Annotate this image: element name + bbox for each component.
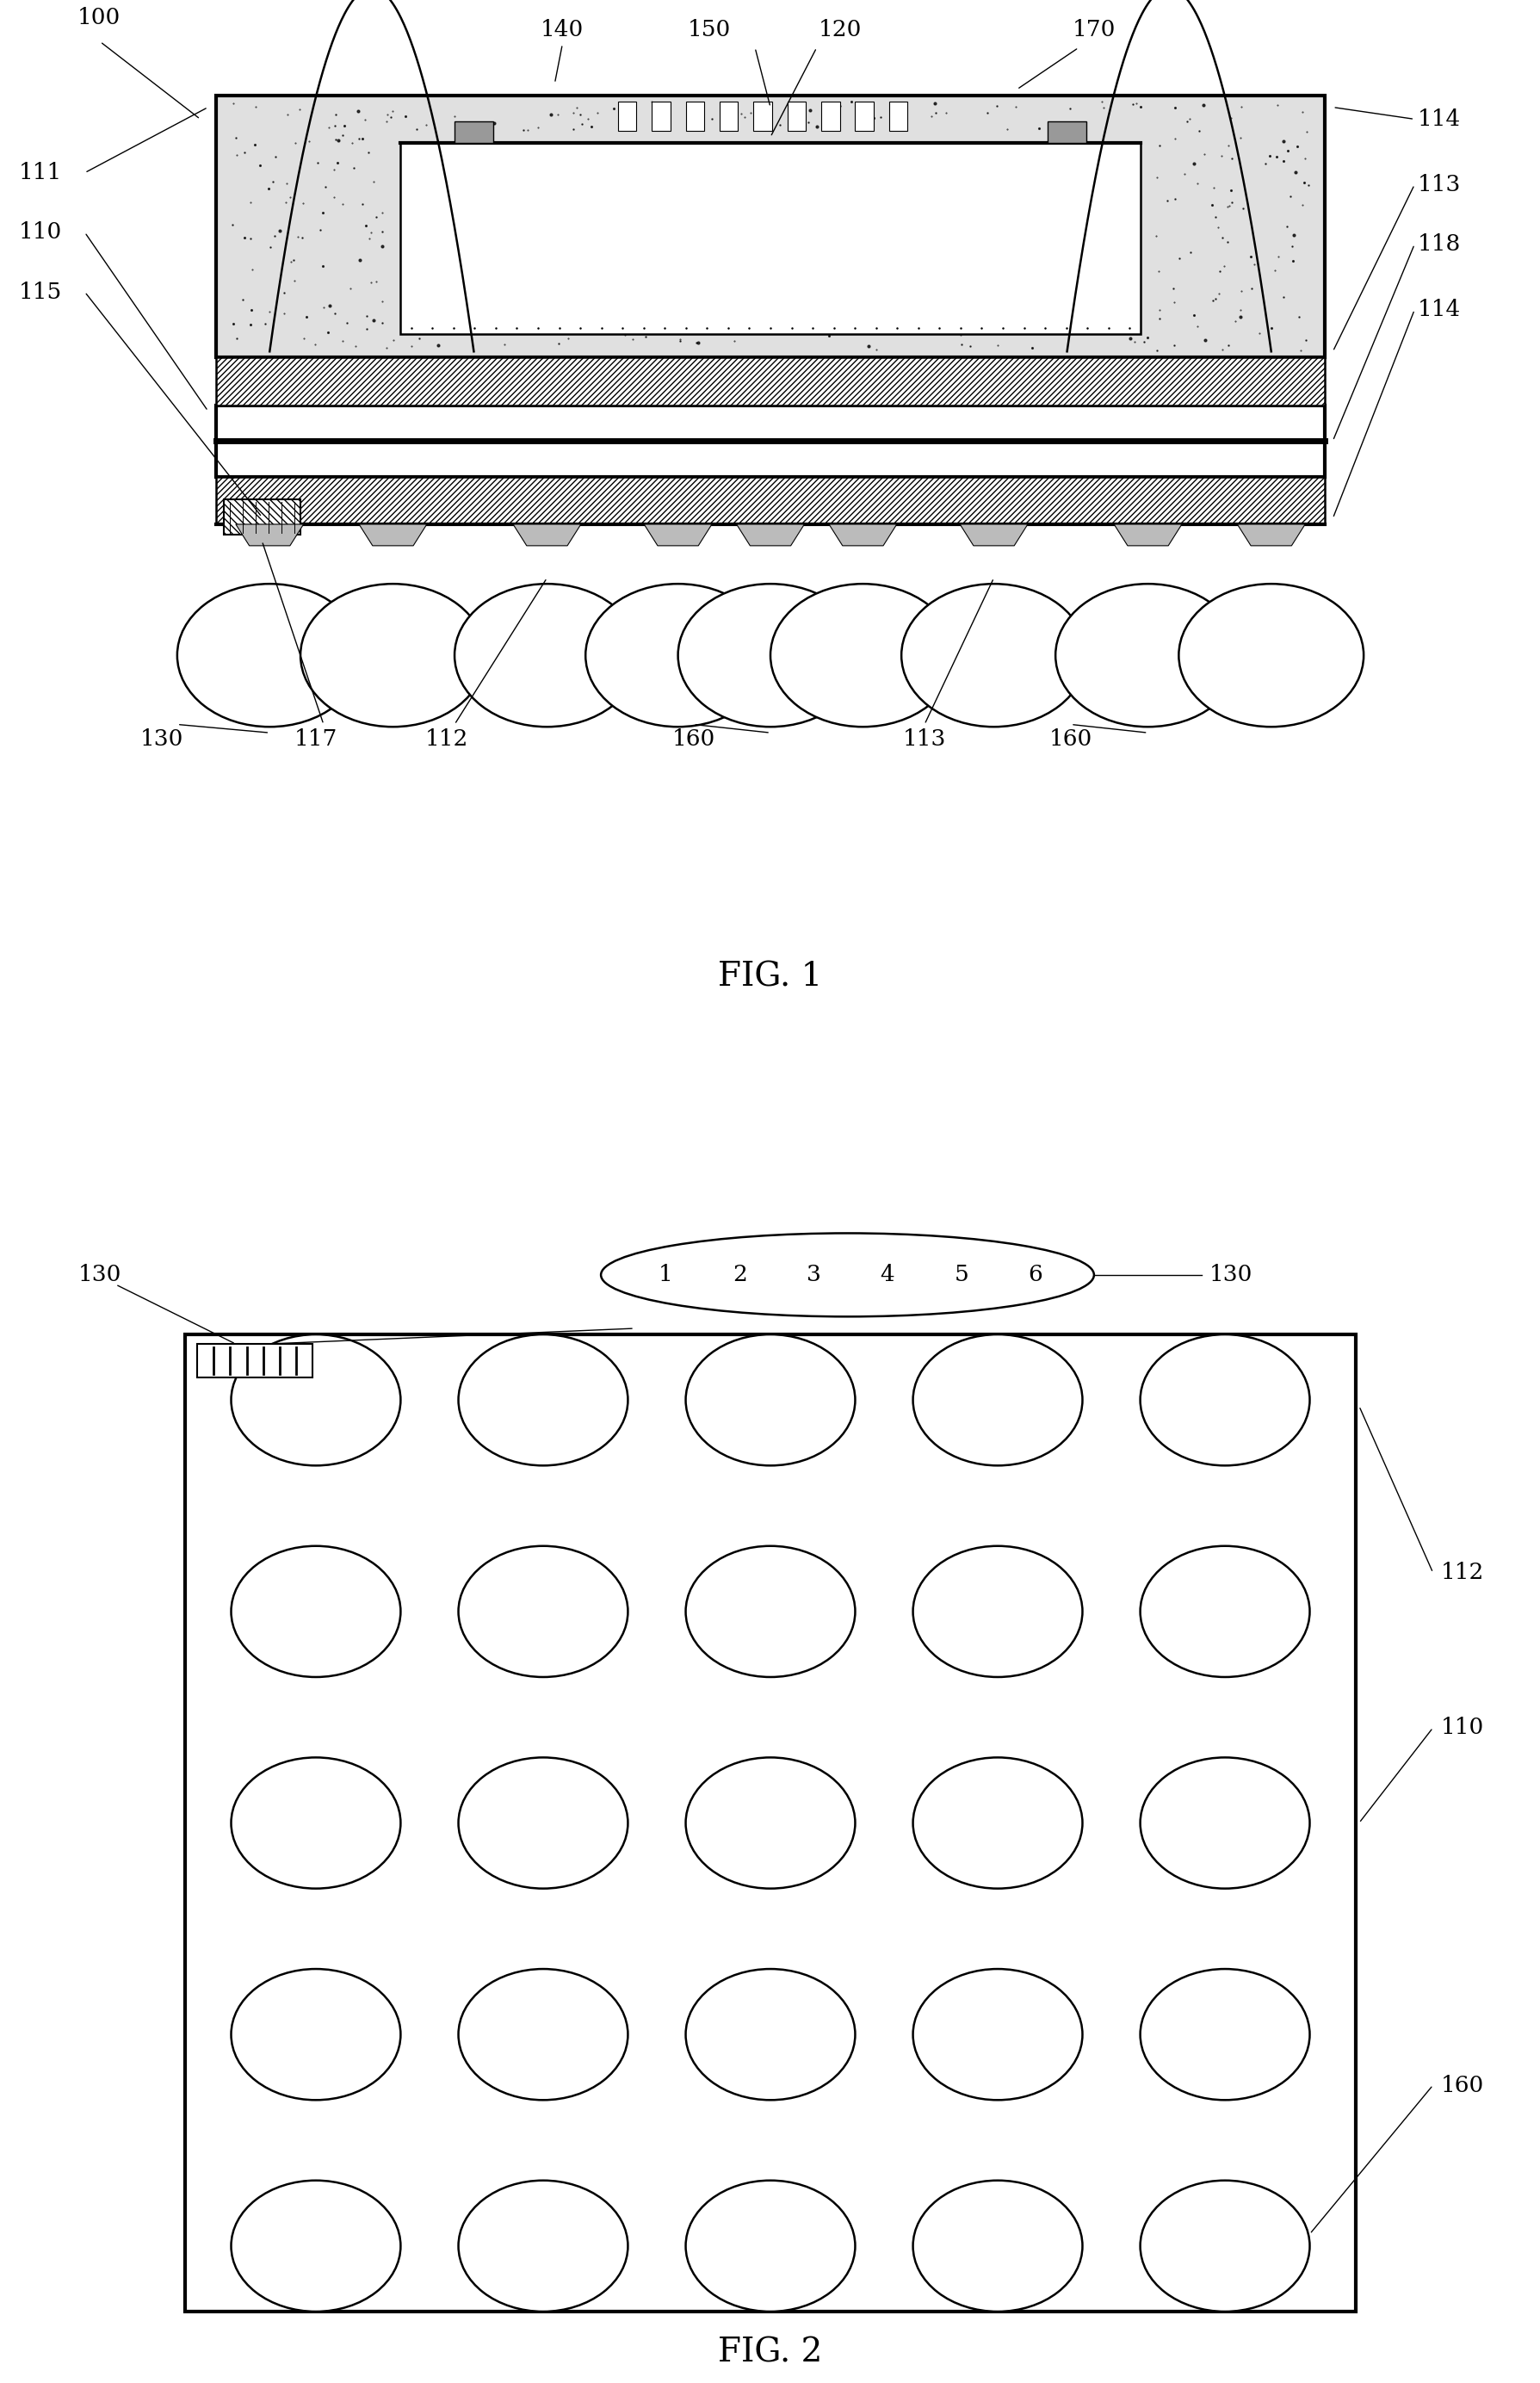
Bar xyxy=(787,100,805,131)
Circle shape xyxy=(1140,1968,1309,2099)
Text: 4: 4 xyxy=(879,1263,895,1287)
Polygon shape xyxy=(829,524,896,546)
Bar xyxy=(719,100,738,131)
Text: 110: 110 xyxy=(1440,1716,1483,1740)
Circle shape xyxy=(1140,1334,1309,1466)
Bar xyxy=(223,500,300,536)
Bar xyxy=(889,100,907,131)
Text: 112: 112 xyxy=(425,727,468,751)
Circle shape xyxy=(231,2180,400,2312)
Text: 140: 140 xyxy=(541,19,584,41)
Text: 111: 111 xyxy=(18,162,62,183)
Bar xyxy=(216,477,1324,524)
Circle shape xyxy=(1055,584,1240,727)
Bar xyxy=(185,1334,1355,2312)
Text: 160: 160 xyxy=(1049,727,1092,751)
Circle shape xyxy=(300,584,485,727)
Text: 2: 2 xyxy=(732,1263,747,1287)
Circle shape xyxy=(912,2180,1081,2312)
Circle shape xyxy=(585,584,770,727)
Circle shape xyxy=(912,1759,1081,1887)
Bar xyxy=(651,100,670,131)
Circle shape xyxy=(770,584,955,727)
Text: 3: 3 xyxy=(805,1263,821,1287)
Circle shape xyxy=(678,584,862,727)
Bar xyxy=(618,100,636,131)
Text: 1: 1 xyxy=(658,1263,673,1287)
Circle shape xyxy=(177,584,362,727)
Text: 114: 114 xyxy=(1417,298,1460,322)
Text: 100: 100 xyxy=(77,7,120,29)
Text: 170: 170 xyxy=(1072,19,1115,41)
Polygon shape xyxy=(1237,524,1304,546)
Text: 160: 160 xyxy=(1440,2073,1483,2097)
Polygon shape xyxy=(359,524,427,546)
Bar xyxy=(216,357,1324,405)
Circle shape xyxy=(454,584,639,727)
Circle shape xyxy=(685,1759,855,1887)
Text: FIG. 1: FIG. 1 xyxy=(718,960,822,994)
Circle shape xyxy=(912,1968,1081,2099)
Text: FIG. 2: FIG. 2 xyxy=(718,2338,822,2369)
Bar xyxy=(753,100,772,131)
Circle shape xyxy=(685,1334,855,1466)
Circle shape xyxy=(1178,584,1363,727)
Text: 130: 130 xyxy=(1209,1263,1252,1287)
Circle shape xyxy=(459,1547,628,1678)
Circle shape xyxy=(459,1334,628,1466)
Text: 150: 150 xyxy=(687,19,730,41)
Circle shape xyxy=(912,1547,1081,1678)
Polygon shape xyxy=(736,524,804,546)
Circle shape xyxy=(231,1334,400,1466)
Polygon shape xyxy=(513,524,581,546)
Circle shape xyxy=(1140,1759,1309,1887)
Bar xyxy=(400,143,1140,334)
Bar xyxy=(216,405,1324,477)
Text: 110: 110 xyxy=(18,222,62,243)
Bar xyxy=(821,100,839,131)
Polygon shape xyxy=(644,524,711,546)
Circle shape xyxy=(231,1968,400,2099)
Circle shape xyxy=(685,1547,855,1678)
Bar xyxy=(855,100,873,131)
Text: 115: 115 xyxy=(18,281,62,303)
Bar xyxy=(216,95,1324,357)
Ellipse shape xyxy=(601,1234,1093,1315)
Bar xyxy=(197,1344,313,1377)
Text: 130: 130 xyxy=(140,727,183,751)
Circle shape xyxy=(685,1968,855,2099)
Circle shape xyxy=(912,1334,1081,1466)
Circle shape xyxy=(459,1968,628,2099)
Text: 160: 160 xyxy=(671,727,715,751)
Bar xyxy=(1047,122,1086,143)
Polygon shape xyxy=(959,524,1027,546)
Text: 118: 118 xyxy=(1417,234,1460,255)
Circle shape xyxy=(231,1759,400,1887)
Circle shape xyxy=(1140,2180,1309,2312)
Text: 113: 113 xyxy=(902,727,946,751)
Bar xyxy=(685,100,704,131)
Circle shape xyxy=(1140,1547,1309,1678)
Text: 120: 120 xyxy=(818,19,861,41)
Circle shape xyxy=(459,2180,628,2312)
Text: 6: 6 xyxy=(1027,1263,1043,1287)
Text: 112: 112 xyxy=(1440,1561,1483,1585)
Polygon shape xyxy=(236,524,303,546)
Bar xyxy=(454,122,493,143)
Text: 117: 117 xyxy=(294,727,337,751)
Text: 5: 5 xyxy=(953,1263,969,1287)
Text: 113: 113 xyxy=(1417,174,1460,195)
Polygon shape xyxy=(1113,524,1181,546)
Text: 114: 114 xyxy=(1417,107,1460,131)
Circle shape xyxy=(685,2180,855,2312)
Text: 130: 130 xyxy=(79,1263,122,1287)
Circle shape xyxy=(231,1547,400,1678)
Circle shape xyxy=(459,1759,628,1887)
Circle shape xyxy=(901,584,1086,727)
